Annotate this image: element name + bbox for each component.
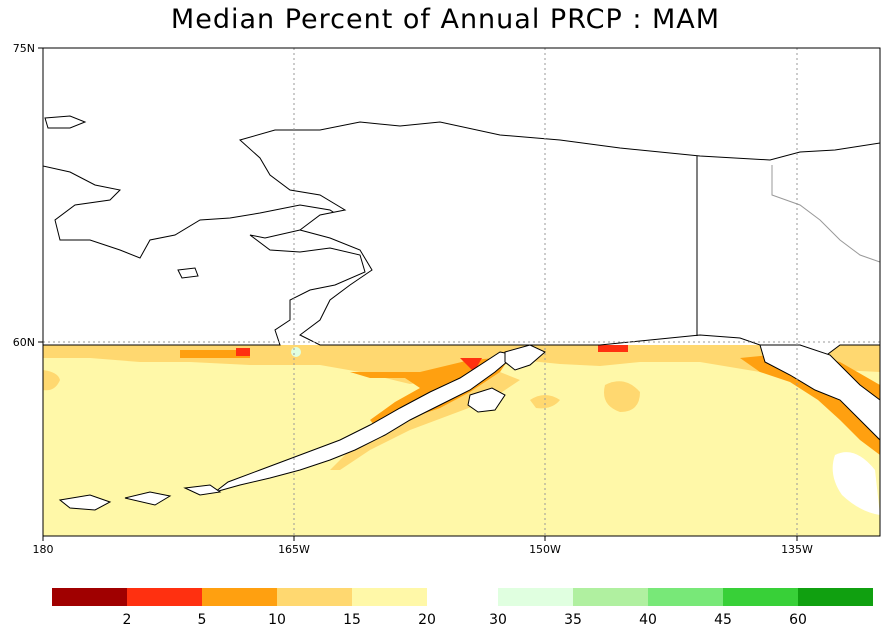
colorbar: 2 5 10 15 20 30 35 40 45 60 <box>52 588 873 628</box>
lat-label-75n: 75N <box>13 42 35 55</box>
field-10-15-blob2 <box>530 395 560 409</box>
colorbar-label-15: 15 <box>343 612 361 628</box>
field-missing-se <box>832 452 880 515</box>
colorbar-label-60: 60 <box>789 612 807 628</box>
colorbar-swatch-8 <box>648 588 723 606</box>
field-5-10-strip <box>180 350 250 358</box>
chart-title: Median Percent of Annual PRCP : MAM <box>170 4 721 35</box>
colorbar-swatch-2 <box>127 588 202 606</box>
colorbar-label-2: 2 <box>123 612 132 628</box>
colorbar-label-20: 20 <box>418 612 436 628</box>
panhandle <box>759 344 880 441</box>
axis-ticks <box>38 47 798 541</box>
precip-field <box>43 115 880 536</box>
colorbar-swatch-5 <box>352 588 427 606</box>
st-lawrence-island <box>44 115 87 129</box>
field-30-35-a <box>291 347 301 357</box>
kodiak <box>467 387 506 413</box>
aleutians <box>58 484 222 511</box>
colorbar-swatch-3 <box>202 588 277 606</box>
colorbar-swatch-6 <box>498 588 573 606</box>
kenai <box>504 344 546 371</box>
lon-label-180: 180 <box>33 543 54 556</box>
colorbar-label-35: 35 <box>564 612 582 628</box>
landmass <box>43 165 371 346</box>
field-2-5-c <box>236 348 250 356</box>
field-10-15-west <box>43 370 60 391</box>
field-2-5-b <box>598 345 628 352</box>
colorbar-swatch-4 <box>277 588 352 606</box>
colorbar-swatch-10 <box>798 588 873 606</box>
nunivak <box>177 267 199 279</box>
colorbar-label-10: 10 <box>268 612 286 628</box>
plot-frame <box>42 47 881 537</box>
lon-label-165w: 165W <box>278 543 310 556</box>
grid <box>43 48 880 536</box>
colorbar-label-40: 40 <box>639 612 657 628</box>
field-10-15-blob <box>604 381 640 412</box>
colorbar-swatch-9 <box>723 588 798 606</box>
landmass-main <box>238 121 880 361</box>
colorbar-label-5: 5 <box>198 612 207 628</box>
yukon-nwt-border <box>771 165 880 263</box>
colorbar-label-30: 30 <box>489 612 507 628</box>
ak-peninsula <box>214 351 517 493</box>
colorbar-swatch-7 <box>573 588 648 606</box>
lon-label-135w: 135W <box>781 543 813 556</box>
lat-label-60n: 60N <box>13 336 35 349</box>
colorbar-swatch-1 <box>52 588 127 606</box>
lon-label-150w: 150W <box>529 543 561 556</box>
colorbar-label-45: 45 <box>714 612 732 628</box>
field-2-5-a <box>460 358 482 372</box>
